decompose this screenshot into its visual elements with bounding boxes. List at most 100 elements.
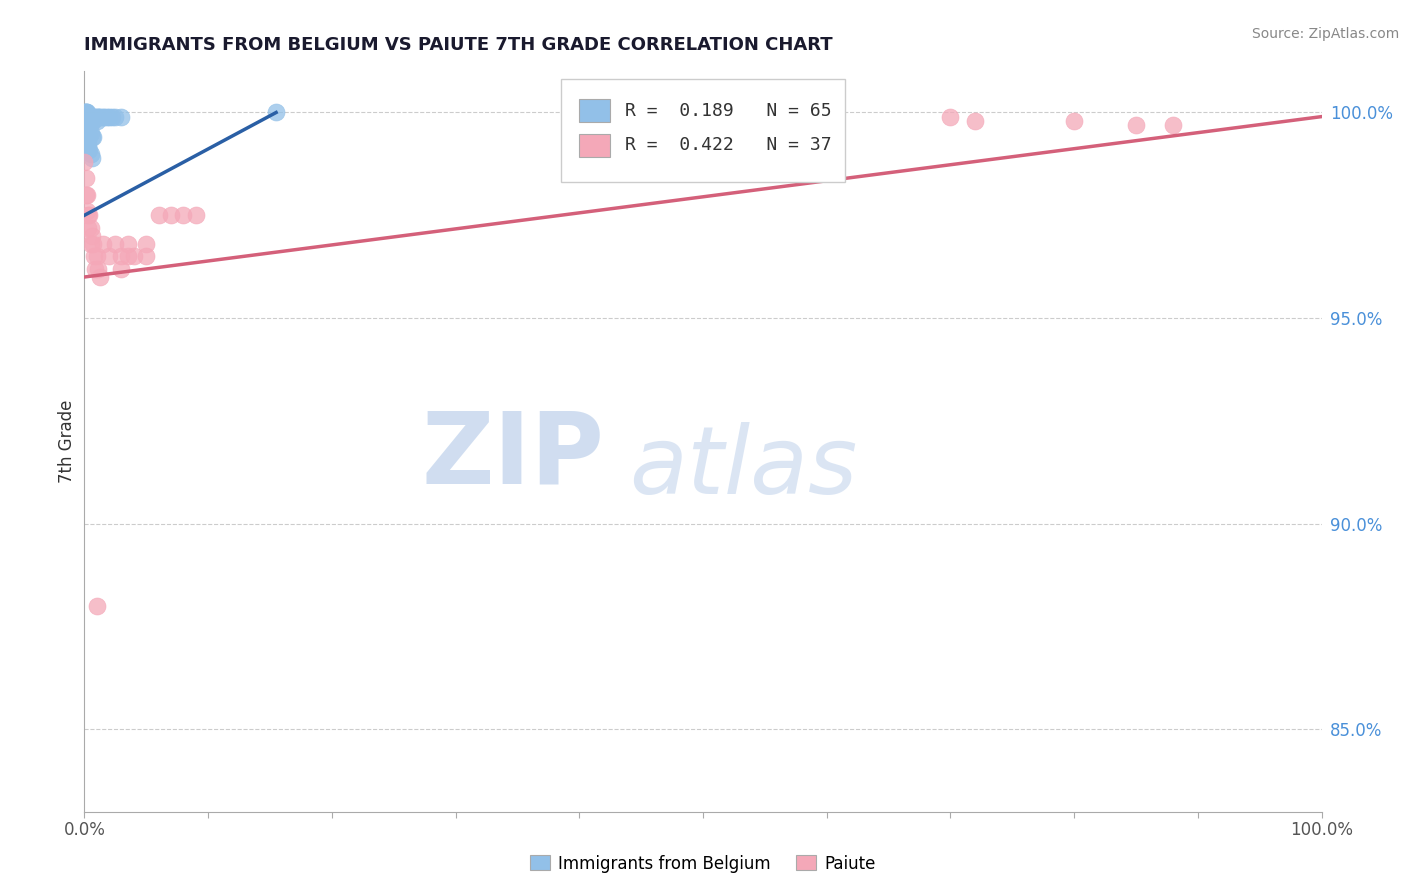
Point [79,118,101,132]
Point [79,143,101,157]
Point [104,110,127,124]
Point [73,126,96,140]
Point [75,110,97,124]
Point [75,118,97,132]
Point [75,105,97,120]
Point [75,110,97,124]
FancyBboxPatch shape [561,78,845,183]
Point [80,110,103,124]
Point [160,208,183,222]
Point [965,113,987,128]
Point [79,110,101,124]
Point [1125,118,1147,132]
Point [122,249,145,263]
Point [87,110,110,124]
Point [75,138,97,153]
Point [82,110,104,124]
Point [86,110,108,124]
Point [91,237,114,252]
Text: IMMIGRANTS FROM BELGIUM VS PAIUTE 7TH GRADE CORRELATION CHART: IMMIGRANTS FROM BELGIUM VS PAIUTE 7TH GR… [84,36,832,54]
Point [75,105,97,120]
Point [79,130,101,145]
Point [83,249,105,263]
Point [80,130,103,145]
Point [93,110,115,124]
Point [79,237,101,252]
Point [148,208,170,222]
Point [117,249,139,263]
Point [135,249,157,263]
Point [82,130,104,145]
Point [77,118,100,132]
Point [75,122,97,136]
Point [76,126,98,140]
Point [79,146,101,161]
Point [79,126,101,140]
Point [135,237,157,252]
Point [77,220,100,235]
Point [79,110,101,124]
Y-axis label: 7th Grade: 7th Grade [58,400,76,483]
Point [91,110,114,124]
Point [82,113,104,128]
Point [184,208,207,222]
Point [1161,118,1184,132]
Point [76,113,98,128]
Point [75,171,97,186]
Point [75,105,97,120]
Point [96,110,118,124]
Point [75,134,97,148]
Point [83,110,105,124]
Point [76,130,98,145]
Text: Source: ZipAtlas.com: Source: ZipAtlas.com [1251,27,1399,41]
Point [76,134,98,148]
Point [939,110,962,124]
Point [77,126,100,140]
Point [75,110,97,124]
Point [89,270,111,285]
Text: R =  0.189   N = 65: R = 0.189 N = 65 [626,102,832,120]
Point [79,113,101,128]
Text: atlas: atlas [628,422,858,513]
Point [110,249,132,263]
Point [172,208,194,222]
Point [75,113,97,128]
Point [76,122,98,136]
Point [98,110,121,124]
Point [110,110,132,124]
Point [76,113,98,128]
Text: ZIP: ZIP [422,408,605,505]
FancyBboxPatch shape [579,100,610,121]
Point [84,110,107,124]
Point [76,204,98,219]
Point [80,113,103,128]
Point [79,113,101,128]
Point [75,126,97,140]
Point [77,118,100,132]
Point [76,118,98,132]
Point [79,208,101,222]
Point [77,110,100,124]
Point [80,228,103,243]
Point [77,143,100,157]
Point [76,187,98,202]
Point [79,220,101,235]
FancyBboxPatch shape [579,135,610,156]
Point [87,261,110,276]
Point [100,110,122,124]
Point [82,237,104,252]
Point [73,154,96,169]
Legend: Immigrants from Belgium, Paiute: Immigrants from Belgium, Paiute [523,848,883,880]
Point [89,110,111,124]
Point [89,110,111,124]
Point [76,105,98,120]
Point [77,138,100,153]
Point [75,187,97,202]
Point [77,208,100,222]
Point [1063,113,1085,128]
Point [77,110,100,124]
Point [86,249,108,263]
Point [76,110,98,124]
Point [104,237,127,252]
Point [98,249,121,263]
